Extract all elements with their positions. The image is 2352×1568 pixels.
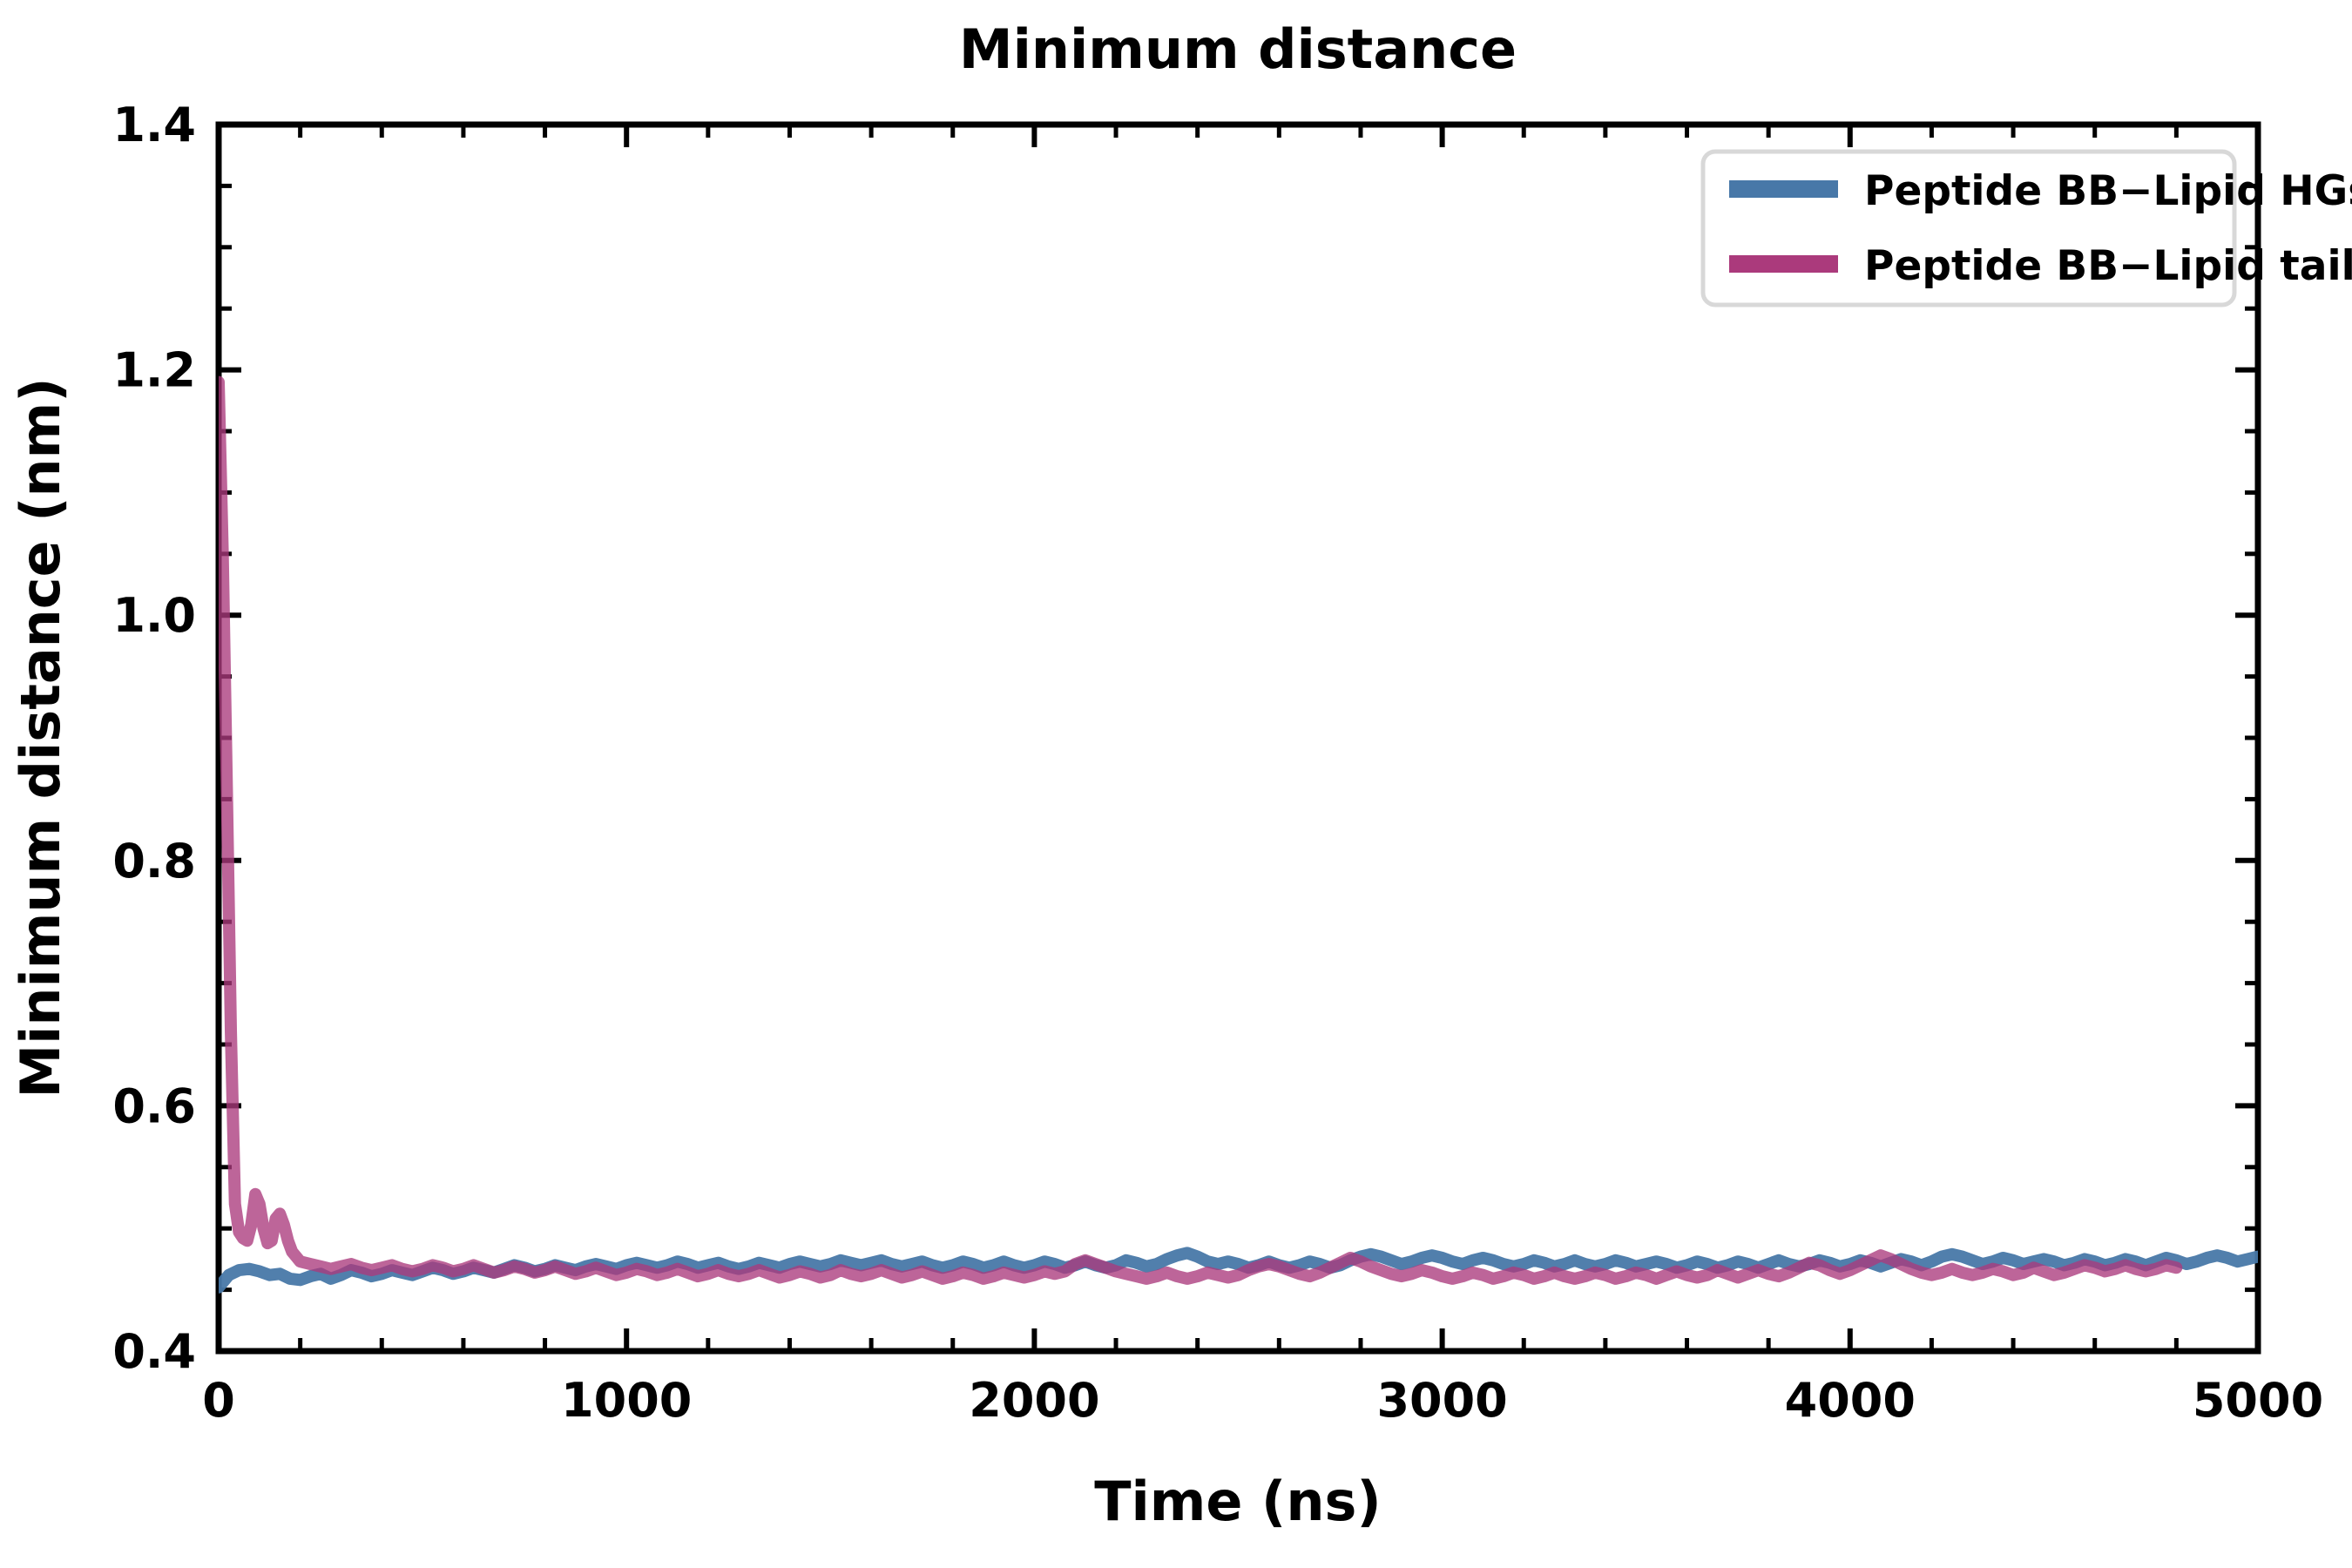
legend-label-peptide-bb-lipid-hgs: Peptide BB−Lipid HGs (1864, 167, 2352, 215)
y-tick-label: 1.2 (112, 343, 196, 398)
y-axis-label: Minimum distance (nm) (9, 377, 72, 1098)
x-axis-label: Time (ns) (1094, 1470, 1382, 1533)
x-tick-label: 1000 (561, 1373, 692, 1428)
y-tick-label: 0.4 (112, 1324, 196, 1379)
y-tick-label: 1.0 (112, 588, 196, 643)
legend-label-peptide-bb-lipid-tails: Peptide BB−Lipid tails (1864, 242, 2352, 290)
series-line-peptide-bb-lipid-tails (219, 375, 2183, 1285)
x-tick-label: 3000 (1376, 1373, 1507, 1428)
x-tick-label: 0 (202, 1373, 235, 1428)
x-tick-label: 4000 (1785, 1373, 1916, 1428)
y-tick-label: 1.4 (112, 98, 196, 152)
axis-ticks (216, 122, 2261, 1354)
y-tick-label: 0.8 (112, 834, 196, 889)
chart-title: Minimum distance (959, 17, 1517, 81)
axis-tick-labels: 0 1000 2000 3000 4000 5000 0.4 0.6 0.8 1.0 1.2 1.4 (112, 98, 2323, 1428)
y-tick-label: 0.6 (112, 1078, 196, 1133)
data-series-group (219, 375, 2258, 1294)
x-tick-label: 2000 (969, 1373, 1099, 1428)
x-tick-label: 5000 (2193, 1373, 2323, 1428)
chart-legend: Peptide BB−Lipid HGs Peptide BB−Lipid ta… (1700, 149, 2352, 308)
